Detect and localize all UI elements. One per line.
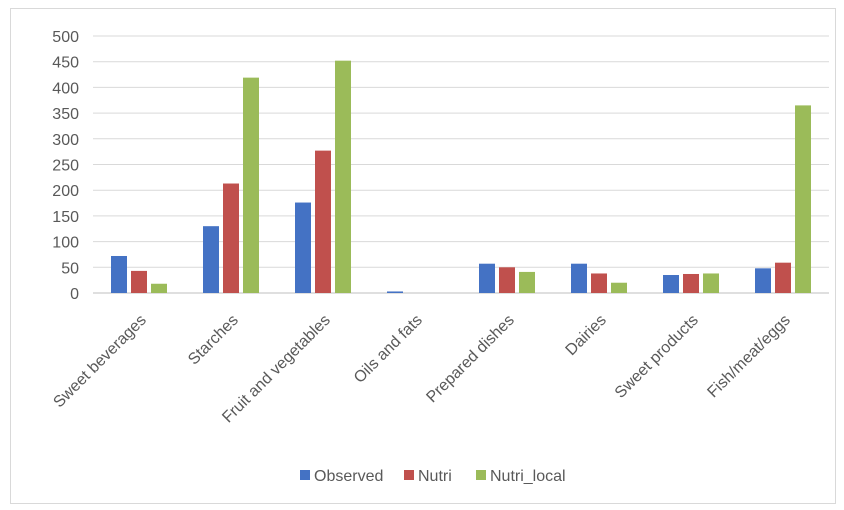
legend: Observed Nutri Nutri_local xyxy=(300,468,566,485)
bar-nutri xyxy=(499,267,515,293)
y-tick-label: 0 xyxy=(70,286,79,303)
y-axis: 0 50 100 150 200 250 300 350 400 450 500 xyxy=(52,29,79,303)
bar-observed xyxy=(203,226,219,293)
y-tick-label: 250 xyxy=(52,158,79,175)
x-category-label: Prepared dishes xyxy=(423,312,517,406)
y-tick-label: 100 xyxy=(52,235,79,252)
bar-nutri-local xyxy=(519,271,535,293)
bar-observed xyxy=(663,275,679,293)
bar-chart: 0 50 100 150 200 250 300 350 400 450 500 Sweet bev… xyxy=(50,29,829,485)
bar-nutri xyxy=(223,183,239,293)
x-category-label: Sweet beverages xyxy=(50,312,149,411)
bar-observed xyxy=(479,263,495,293)
legend-swatch xyxy=(476,470,486,480)
legend-label: Nutri_local xyxy=(490,468,566,485)
legend-swatch xyxy=(300,470,310,480)
bar-nutri xyxy=(131,270,147,293)
bar-nutri xyxy=(591,273,607,293)
x-category-label: Oils and fats xyxy=(351,312,426,387)
y-tick-label: 150 xyxy=(52,209,79,226)
bar-nutri xyxy=(775,262,791,293)
legend-label: Observed xyxy=(314,468,383,485)
x-category-label: Dairies xyxy=(563,312,610,359)
x-category-label: Fish/meat/eggs xyxy=(704,312,793,401)
bars xyxy=(111,60,811,294)
bar-nutri-local xyxy=(243,77,259,293)
bar-observed xyxy=(755,268,771,293)
y-tick-label: 200 xyxy=(52,183,79,200)
bar-nutri-local xyxy=(795,105,811,293)
y-tick-label: 50 xyxy=(61,260,79,277)
bar-nutri-local xyxy=(151,283,167,293)
y-tick-label: 450 xyxy=(52,55,79,72)
legend-swatch xyxy=(404,470,414,480)
x-category-label: Sweet products xyxy=(612,312,702,402)
y-tick-label: 400 xyxy=(52,80,79,97)
y-tick-label: 350 xyxy=(52,106,79,123)
bar-nutri xyxy=(315,150,331,293)
bar-observed xyxy=(295,202,311,293)
bar-nutri-local xyxy=(611,282,627,293)
bar-nutri-local xyxy=(703,273,719,293)
bar-observed xyxy=(387,291,403,293)
y-tick-label: 500 xyxy=(52,29,79,46)
chart-frame: 0 50 100 150 200 250 300 350 400 450 500 Sweet bev… xyxy=(10,8,836,504)
bar-observed xyxy=(571,263,587,293)
bar-nutri xyxy=(683,273,699,293)
x-category-label: Starches xyxy=(185,312,242,369)
bar-observed xyxy=(111,255,127,293)
bar-nutri-local xyxy=(335,60,351,294)
legend-label: Nutri xyxy=(418,468,452,485)
y-tick-label: 300 xyxy=(52,132,79,149)
